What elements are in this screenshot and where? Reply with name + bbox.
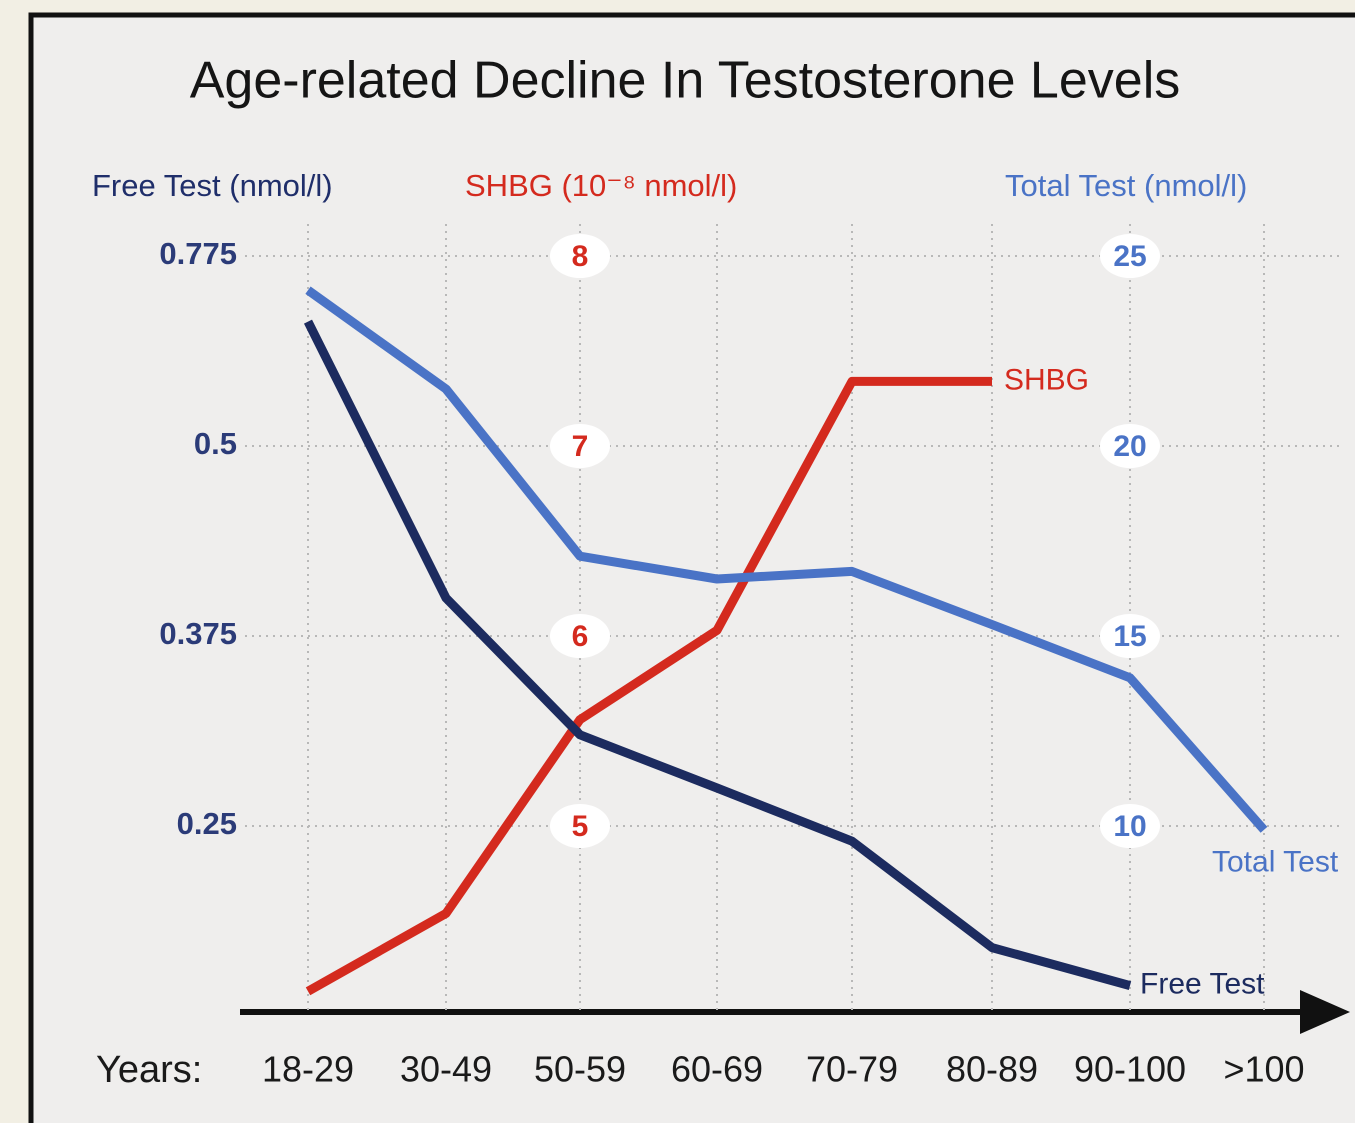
series-line [303,319,1132,990]
y-axis-title: Free Test (nmol/l) [92,168,333,203]
x-tick-label: 30-49 [400,1049,492,1090]
y-tick-label: 0.25 [177,806,237,841]
series-line [305,376,992,996]
tick-label: 15 [1113,620,1146,653]
series-label: Total Test [1212,846,1339,879]
y-tick-label: 0.775 [159,236,237,271]
plot-background [30,14,1355,1123]
tick-badge [550,234,610,278]
series-label: Free Test [1140,968,1265,1001]
x-tick-label: 50-59 [534,1049,626,1090]
y3-axis-title: Total Test (nmol/l) [1005,168,1247,203]
y-tick-label: 0.375 [159,616,237,651]
x-axis-title: Years: [96,1049,202,1091]
x-tick-label: 18-29 [262,1049,354,1090]
tick-label: 6 [572,620,589,653]
y-tick-label: 0.5 [194,426,237,461]
tick-label: 25 [1113,240,1146,273]
x-tick-label: 80-89 [946,1049,1038,1090]
tick-badge [1100,424,1160,468]
x-tick-label: 70-79 [806,1049,898,1090]
x-tick-label: 90-100 [1074,1049,1186,1090]
grid [245,224,1340,1010]
series-line [305,286,1268,833]
tick-label: 20 [1113,430,1146,463]
tick-badge [550,614,610,658]
tick-label: 8 [572,240,589,273]
chart-title: Age-related Decline In Testosterone Leve… [190,52,1181,110]
y2-axis-title: SHBG (10⁻⁸ nmol/l) [465,168,737,203]
series-label: SHBG [1004,363,1089,396]
tick-badge [1100,614,1160,658]
x-axis-arrow [1300,990,1350,1034]
tick-badge [550,424,610,468]
tick-label: 10 [1113,810,1146,843]
frame [28,12,1355,1123]
tick-badge [550,804,610,848]
x-tick-label: 60-69 [671,1049,763,1090]
x-tick-label: >100 [1223,1049,1304,1090]
tick-badge [1100,804,1160,848]
tick-label: 7 [572,430,589,463]
tick-badge [1100,234,1160,278]
tick-label: 5 [572,810,589,843]
